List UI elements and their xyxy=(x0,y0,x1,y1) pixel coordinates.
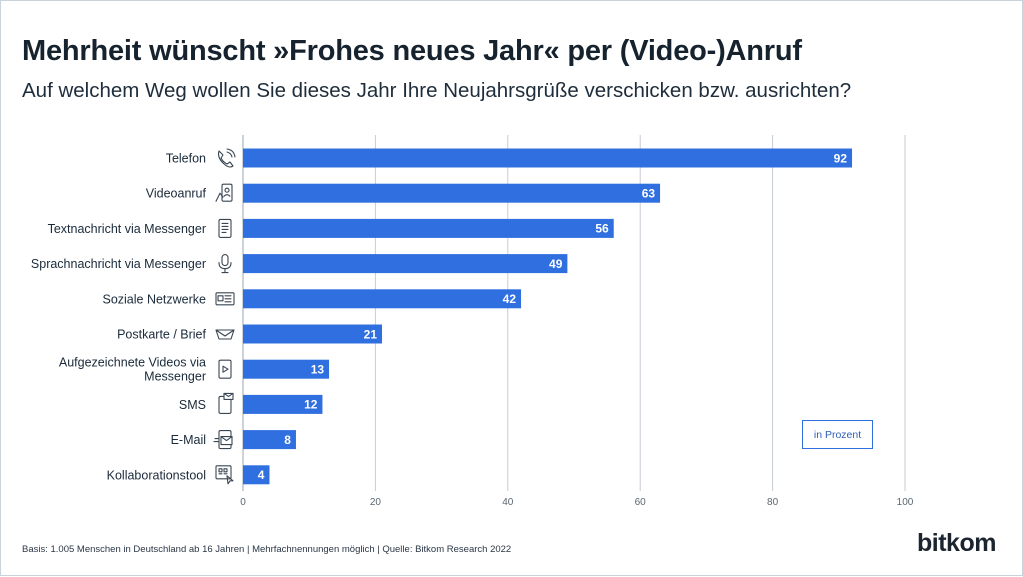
bar xyxy=(243,465,270,485)
category-label-line: Messenger xyxy=(144,370,206,384)
x-tick-label: 40 xyxy=(502,497,514,508)
bar xyxy=(243,430,296,450)
bar xyxy=(243,148,853,168)
phone-icon xyxy=(217,148,236,168)
category-label-line: Aufgezeichnete Videos via xyxy=(59,356,206,370)
category-label-line: Kollaborationstool xyxy=(107,468,206,482)
bar-value-label: 63 xyxy=(642,187,656,201)
category-label: Soziale Netzwerke xyxy=(102,292,206,306)
page-subtitle: Auf welchem Weg wollen Sie dieses Jahr I… xyxy=(22,79,852,102)
category-label: Videoanruf xyxy=(146,187,207,201)
bar xyxy=(243,289,522,309)
bar xyxy=(243,254,568,274)
bar-value-label: 42 xyxy=(503,292,517,306)
category-label-line: Sprachnachricht via Messenger xyxy=(31,257,206,271)
collaboration-tool-icon xyxy=(215,465,234,485)
x-tick-label: 100 xyxy=(897,497,914,508)
bar xyxy=(243,183,661,203)
category-label: Aufgezeichnete Videos via Messenger xyxy=(59,356,206,384)
bar xyxy=(243,324,383,344)
x-tick-label: 60 xyxy=(635,497,647,508)
bar-value-label: 4 xyxy=(258,468,265,482)
category-label-line: Telefon xyxy=(166,152,206,166)
social-network-icon xyxy=(215,292,235,306)
postcard-icon xyxy=(215,329,235,340)
bar-value-label: 13 xyxy=(311,363,325,377)
microphone-icon xyxy=(218,254,232,274)
bar-value-label: 56 xyxy=(595,222,609,236)
text-message-icon xyxy=(218,218,232,238)
x-tick-label: 20 xyxy=(370,497,382,508)
category-label-line: SMS xyxy=(179,398,206,412)
category-label: Telefon xyxy=(166,152,206,166)
bar xyxy=(243,359,330,379)
category-label-line: Videoanruf xyxy=(146,187,207,201)
bar-value-label: 92 xyxy=(834,151,848,165)
video-message-icon xyxy=(218,359,232,379)
bar-value-label: 49 xyxy=(549,257,563,271)
bar-value-label: 8 xyxy=(284,433,291,447)
category-label: SMS xyxy=(179,398,206,412)
bar xyxy=(243,218,614,238)
category-label: Kollaborationstool xyxy=(107,468,206,482)
footer-source: Basis: 1.005 Menschen in Deutschland ab … xyxy=(22,544,512,555)
unit-label-box: in Prozent xyxy=(802,420,873,449)
x-tick-label: 80 xyxy=(767,497,779,508)
bar xyxy=(243,394,323,414)
x-tick-label: 0 xyxy=(240,497,246,508)
sms-icon xyxy=(218,392,234,414)
category-label: Postkarte / Brief xyxy=(117,328,206,342)
page-title: Mehrheit wünscht »Frohes neues Jahr« per… xyxy=(22,35,802,67)
bitkom-logo: bitkom xyxy=(917,529,996,557)
video-call-icon xyxy=(215,183,233,202)
bar-value-label: 21 xyxy=(364,327,378,341)
category-label: Sprachnachricht via Messenger xyxy=(31,257,206,271)
category-label-line: Postkarte / Brief xyxy=(117,328,206,342)
bar-value-label: 12 xyxy=(304,398,318,412)
category-label: E-Mail xyxy=(171,433,206,447)
category-label-line: E-Mail xyxy=(171,433,206,447)
category-label: Textnachricht via Messenger xyxy=(48,222,206,236)
category-label-line: Soziale Netzwerke xyxy=(102,292,206,306)
email-icon xyxy=(213,430,233,450)
category-label-line: Textnachricht via Messenger xyxy=(48,222,206,236)
